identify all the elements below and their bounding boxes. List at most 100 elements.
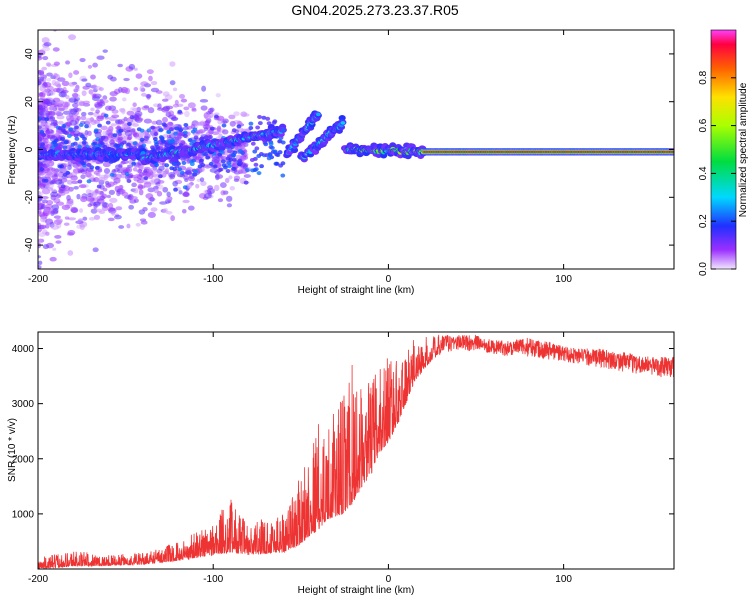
spectrogram-noise-cell: [52, 30, 58, 32]
spectrogram-noise-cell: [244, 168, 250, 173]
spectrogram-ridge-cell: [338, 114, 346, 121]
spectrogram-noise-cell: [139, 218, 147, 222]
spectrogram-noise-cell: [90, 74, 96, 80]
spectrogram-noise-cell: [124, 87, 131, 95]
spectrogram-noise-cell: [256, 171, 262, 176]
spectrogram-noise-cell: [105, 120, 111, 125]
spectrogram-heatmap: [38, 30, 674, 269]
spectrogram-noise-cell: [73, 70, 80, 75]
spectrogram-noise-cell: [170, 215, 175, 222]
spectrogram-noise-cell: [71, 92, 79, 98]
spectrogram-noise-cell: [181, 160, 187, 165]
snr-line: [38, 334, 674, 569]
spectrogram-noise-cell: [124, 125, 133, 131]
spectrogram-noise-cell: [50, 224, 60, 230]
spectrogram-noise-cell: [203, 126, 209, 132]
spectrogram-noise-cell: [60, 177, 68, 183]
spectrogram-ridge-cell: [280, 128, 286, 133]
spectrogram-noise-cell: [79, 223, 85, 231]
spectrogram-noise-cell: [93, 128, 99, 133]
spectrogram-noise-cell: [44, 223, 50, 229]
spectrogram-noise-cell: [38, 191, 44, 196]
spectrogram-noise-cell: [167, 121, 174, 126]
spectrogram-noise-cell: [146, 128, 152, 133]
spectrogram-noise-cell: [79, 208, 84, 213]
spectrogram-noise-cell: [138, 209, 146, 215]
spectrogram-noise-cell: [218, 167, 224, 172]
spectrogram-noise-cell: [62, 145, 68, 150]
spectrogram-noise-cell: [147, 107, 155, 114]
spectrogram-noise-cell: [38, 232, 46, 237]
spectrogram-noise-cell: [38, 202, 42, 209]
spectrogram-noise-cell: [172, 180, 179, 187]
spectrogram-noise-cell: [52, 247, 57, 251]
spectrogram-noise-cell: [186, 183, 192, 189]
spectrogram-noise-cell: [184, 178, 189, 182]
spectrogram-noise-cell: [96, 100, 105, 105]
spectrogram-noise-cell: [150, 80, 158, 86]
spectrogram-noise-cell: [38, 124, 42, 130]
spectrogram-noise-cell: [280, 173, 286, 178]
spectrogram-noise-cell: [162, 91, 170, 97]
spectrogram-noise-cell: [193, 135, 199, 140]
spectrogram-noise-cell: [98, 177, 106, 183]
spectrogram-noise-cell: [57, 77, 66, 82]
spectrogram-noise-cell: [172, 87, 178, 92]
spectrogram-noise-cell: [209, 168, 218, 173]
spectrogram-noise-cell: [259, 164, 264, 169]
spectrogram-noise-cell: [50, 122, 59, 127]
spectrogram-noise-cell: [169, 80, 176, 86]
spectrogram-noise-cell: [44, 117, 50, 122]
spectrogram-noise-cell: [43, 137, 49, 144]
spectrogram-noise-cell: [196, 121, 205, 126]
spectrogram-noise-cell: [109, 197, 118, 203]
spectrogram-noise-cell: [212, 164, 218, 169]
spectrogram-noise-cell: [143, 181, 152, 188]
spectrogram-noise-cell: [118, 120, 125, 125]
spectrogram-noise-cell: [145, 193, 154, 199]
spectrogram-noise-cell: [182, 133, 188, 138]
spectrogram-noise-cell: [55, 201, 65, 206]
spectrogram-noise-cell: [257, 121, 263, 126]
spectrogram-noise-cell: [76, 193, 81, 200]
spectrogram-noise-cell: [225, 195, 233, 202]
spectrogram-noise-cell: [231, 153, 237, 158]
spectrogram-noise-cell: [38, 76, 45, 82]
spectrogram-noise-cell: [197, 128, 205, 135]
spectrogram-noise-cell: [157, 103, 162, 110]
spectrogram-noise-cell: [160, 139, 166, 144]
snr-y-tick-label: 1000: [12, 509, 35, 520]
spectrogram-noise-cell: [90, 191, 98, 198]
spectrogram-noise-cell: [67, 229, 76, 236]
colorbar: 0.0 0.2 0.4 0.6 0.8 Normalized spectral ampl…: [698, 29, 749, 276]
spectrogram-noise-cell: [56, 115, 65, 120]
spectrogram-noise-cell: [215, 174, 220, 181]
spectrogram-noise-cell: [274, 161, 280, 166]
snr-x-tick-label: 100: [555, 574, 572, 585]
spectrogram-noise-cell: [200, 105, 208, 111]
spectrogram-noise-cell: [118, 163, 123, 169]
spectrogram-noise-cell: [166, 130, 172, 135]
spectrogram-noise-cell: [102, 95, 108, 100]
spectrogram-noise-cell: [213, 184, 220, 191]
spectrogram-noise-cell: [191, 107, 197, 111]
spectrogram-noise-cell: [86, 179, 92, 184]
spectrogram-noise-cell: [39, 216, 46, 223]
spectrogram-noise-cell: [97, 123, 102, 128]
spectrogram-noise-cell: [228, 157, 234, 162]
spectrogram-noise-cell: [45, 62, 51, 67]
spectrogram-noise-cell: [132, 102, 137, 108]
spectrogram-noise-cell: [206, 111, 212, 115]
spectrogram-noise-cell: [161, 98, 169, 102]
spectrogram-noise-cell: [203, 193, 212, 199]
spectrogram-y-tick-label: 40: [24, 48, 35, 60]
spectrogram-noise-cell: [165, 196, 172, 201]
spectrogram-noise-cell: [92, 93, 97, 98]
spectrogram-noise-cell: [130, 107, 136, 111]
spectrogram-noise-cell: [103, 113, 109, 118]
spectrogram-noise-cell: [102, 49, 108, 53]
spectrogram-y-tick-label: 0: [24, 146, 35, 152]
spectrogram-noise-cell: [126, 178, 132, 183]
